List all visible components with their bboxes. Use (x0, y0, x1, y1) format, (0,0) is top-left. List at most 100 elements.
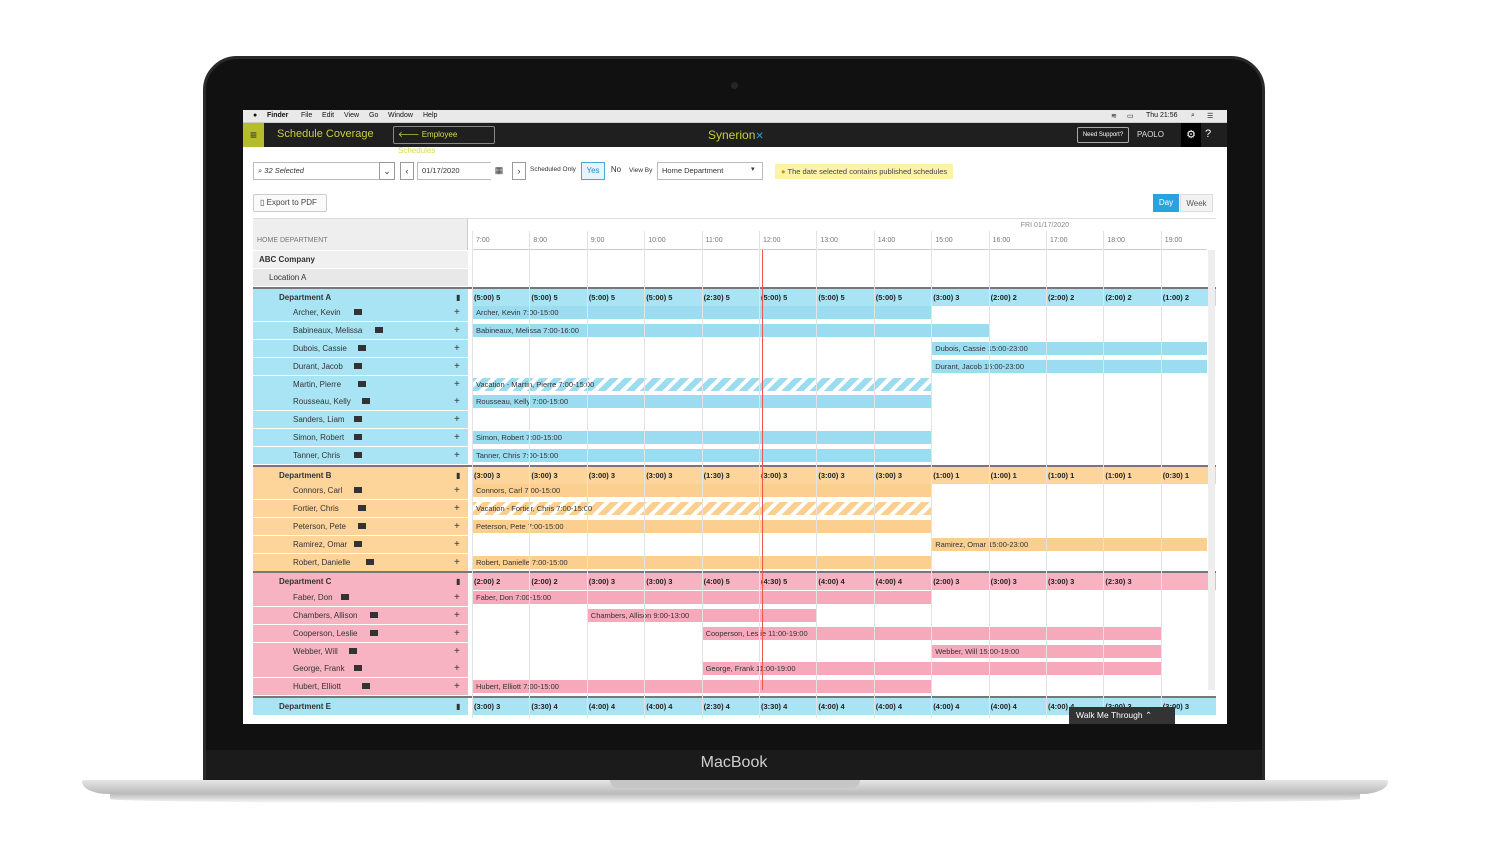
mail-icon[interactable] (353, 362, 362, 369)
walk-me-through-button[interactable]: Walk Me Through ⌃ (1069, 707, 1175, 724)
add-shift-icon[interactable]: + (454, 521, 460, 532)
employee-name[interactable]: Peterson, Pete (293, 522, 346, 531)
add-shift-icon[interactable]: + (454, 503, 460, 515)
battery-icon[interactable]: ▭ (1127, 113, 1134, 120)
menu-go[interactable]: Go (369, 112, 379, 119)
scheduled-only-yes[interactable]: Yes (581, 162, 605, 180)
add-shift-icon[interactable]: + (454, 432, 460, 443)
menu-help[interactable]: Help (423, 112, 438, 119)
mail-icon[interactable] (353, 665, 362, 672)
employee-schedules-button[interactable]: 🡐 Employee Schedules (393, 126, 495, 155)
employee-name[interactable]: Chambers, Allison (293, 611, 358, 620)
wifi-icon[interactable]: ≋ (1111, 113, 1117, 120)
mail-icon[interactable] (353, 309, 362, 316)
department-header[interactable]: Department A ▮ (253, 288, 468, 306)
clock[interactable]: Thu 21:56 (1146, 112, 1178, 119)
employee-name[interactable]: Simon, Robert (293, 433, 345, 442)
dropdown-caret-icon[interactable]: ▾ (751, 166, 755, 173)
menu-finder[interactable]: Finder (267, 112, 289, 119)
calendar-icon[interactable]: ▦ (491, 162, 507, 180)
clipboard-icon[interactable]: ▮ (456, 577, 461, 587)
mail-icon[interactable] (362, 398, 370, 405)
add-shift-icon[interactable]: + (454, 610, 460, 621)
gear-icon[interactable]: ⚙ (1181, 123, 1201, 147)
user-name[interactable]: PAOLO (1137, 130, 1164, 139)
shift-bar[interactable]: Durant, Jacob 15:00-23:00 (931, 359, 1207, 373)
mail-icon[interactable] (349, 647, 358, 654)
add-shift-icon[interactable]: + (454, 681, 460, 693)
employee-name[interactable]: Durant, Jacob (293, 361, 343, 371)
export-pdf-button[interactable]: ▯ Export to PDF (253, 194, 327, 212)
mail-icon[interactable] (357, 505, 366, 512)
employee-name[interactable]: Fortier, Chris (293, 504, 339, 514)
hamburger-icon[interactable]: ≡ (243, 123, 264, 147)
week-button[interactable]: Week (1180, 194, 1213, 212)
clipboard-icon[interactable]: ▮ (456, 702, 461, 711)
employee-name[interactable]: Babineaux, Melissa (293, 326, 363, 336)
department-header[interactable]: Department E ▮ (253, 698, 468, 715)
mail-icon[interactable] (370, 612, 379, 618)
chevron-down-icon[interactable]: ⌄ (379, 162, 395, 180)
next-date-button[interactable]: › (512, 162, 526, 180)
day-button[interactable]: Day (1153, 194, 1179, 212)
shift-bar[interactable]: Babineaux, Melissa 7:00-16:00 (472, 324, 989, 338)
menu-edit[interactable]: Edit (322, 112, 335, 119)
tree-location[interactable]: Location A (253, 268, 468, 286)
department-header[interactable]: Department C ▮ (253, 573, 468, 591)
employee-name[interactable]: Tanner, Chris (293, 450, 341, 460)
employee-name[interactable]: Robert, Danielle (293, 557, 351, 567)
add-shift-icon[interactable]: + (454, 360, 460, 372)
employee-name[interactable]: Faber, Don (293, 593, 333, 603)
add-shift-icon[interactable]: + (454, 414, 460, 426)
employee-name[interactable]: Ramirez, Omar (293, 539, 348, 549)
add-shift-icon[interactable]: + (454, 378, 460, 390)
employee-name[interactable]: Dubois, Cassie (293, 344, 347, 353)
add-shift-icon[interactable]: + (454, 485, 460, 497)
mail-icon[interactable] (374, 327, 383, 334)
date-input[interactable]: 01/17/2020 (417, 162, 507, 180)
mail-icon[interactable] (353, 416, 362, 423)
add-shift-icon[interactable]: + (454, 449, 460, 461)
department-header[interactable]: Department B ▮ (253, 466, 468, 484)
add-shift-icon[interactable]: + (454, 307, 460, 319)
add-shift-icon[interactable]: + (454, 325, 460, 337)
tree-company[interactable]: ABC Company (253, 251, 468, 268)
menu-view[interactable]: View (344, 112, 360, 119)
employee-name[interactable]: Rousseau, Kelly (293, 397, 351, 407)
employee-name[interactable]: Connors, Carl (293, 486, 343, 496)
mail-icon[interactable] (366, 558, 375, 565)
shift-bar[interactable]: Dubois, Cassie 15:00-23:00 (931, 342, 1207, 355)
employee-name[interactable]: Hubert, Elliott (293, 682, 342, 692)
employee-name[interactable]: Archer, Kevin (293, 308, 341, 318)
add-shift-icon[interactable]: + (454, 592, 460, 604)
employee-name[interactable]: Cooperson, Leslie (293, 628, 358, 638)
add-shift-icon[interactable]: + (454, 556, 460, 568)
add-shift-icon[interactable]: + (454, 645, 460, 657)
need-support-button[interactable]: Need Support? (1077, 127, 1129, 143)
mail-icon[interactable] (357, 345, 366, 351)
mail-icon[interactable] (362, 683, 370, 690)
prev-date-button[interactable]: ‹ (400, 162, 414, 180)
mail-icon[interactable] (353, 487, 362, 494)
add-shift-icon[interactable]: + (454, 396, 460, 408)
employee-name[interactable]: Martin, Pierre (293, 379, 342, 389)
view-by-select[interactable]: Home Department (657, 162, 763, 180)
employee-name[interactable]: George, Frank (293, 664, 345, 674)
clipboard-icon[interactable]: ▮ (456, 292, 461, 302)
shift-bar[interactable]: Webber, Will 15:00-19:00 (931, 644, 1161, 658)
clipboard-icon[interactable]: ▮ (456, 470, 461, 480)
mail-icon[interactable] (357, 523, 366, 529)
vertical-scrollbar[interactable] (1208, 250, 1215, 690)
menu-window[interactable]: Window (388, 112, 413, 119)
menu-file[interactable]: File (301, 112, 313, 119)
scheduled-only-no[interactable]: No (606, 162, 626, 180)
mail-icon[interactable] (341, 594, 349, 601)
search-icon[interactable]: ⌕ (1191, 112, 1195, 119)
employee-selector[interactable]: ⌕ 32 Selected (253, 162, 395, 180)
add-shift-icon[interactable]: + (454, 663, 460, 675)
mail-icon[interactable] (353, 434, 362, 440)
add-shift-icon[interactable]: + (454, 627, 460, 639)
mail-icon[interactable] (353, 540, 362, 547)
mail-icon[interactable] (370, 629, 379, 636)
employee-name[interactable]: Webber, Will (293, 646, 338, 656)
